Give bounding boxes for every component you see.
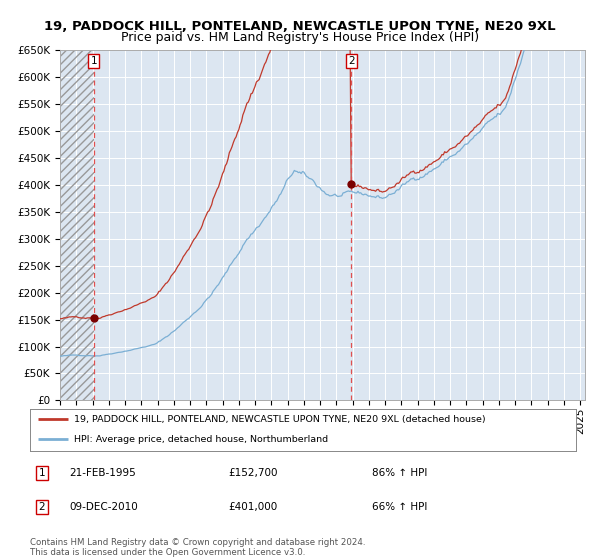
Bar [60,50,94,400]
Text: 2: 2 [348,56,355,66]
Text: 09-DEC-2010: 09-DEC-2010 [69,502,138,512]
Text: 1: 1 [91,56,97,66]
Text: Contains HM Land Registry data © Crown copyright and database right 2024.
This d: Contains HM Land Registry data © Crown c… [30,538,365,557]
Text: HPI: Average price, detached house, Northumberland: HPI: Average price, detached house, Nort… [74,435,328,444]
Text: 19, PADDOCK HILL, PONTELAND, NEWCASTLE UPON TYNE, NE20 9XL: 19, PADDOCK HILL, PONTELAND, NEWCASTLE U… [44,20,556,32]
Text: 2: 2 [38,502,46,512]
Text: 19, PADDOCK HILL, PONTELAND, NEWCASTLE UPON TYNE, NE20 9XL (detached house): 19, PADDOCK HILL, PONTELAND, NEWCASTLE U… [74,415,485,424]
Text: 1: 1 [38,468,46,478]
Text: 66% ↑ HPI: 66% ↑ HPI [372,502,427,512]
Text: £401,000: £401,000 [228,502,277,512]
Text: £152,700: £152,700 [228,468,277,478]
Text: Price paid vs. HM Land Registry's House Price Index (HPI): Price paid vs. HM Land Registry's House … [121,31,479,44]
Text: 86% ↑ HPI: 86% ↑ HPI [372,468,427,478]
Text: 21-FEB-1995: 21-FEB-1995 [69,468,136,478]
